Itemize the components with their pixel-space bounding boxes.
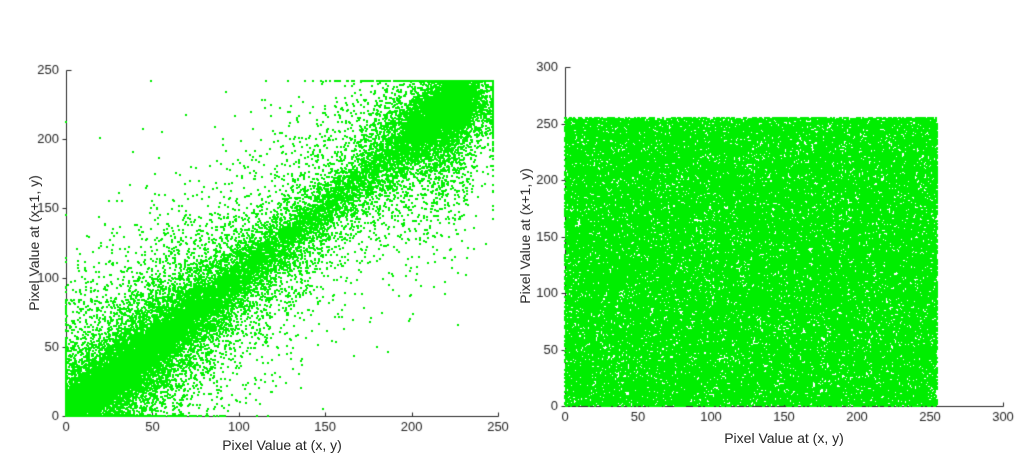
left-plot-y-axis-label: Pixel Value at (x+1, y) (26, 175, 42, 311)
right-plot-x-axis-label: Pixel Value at (x, y) (724, 430, 844, 446)
right-plot-y-axis-label: Pixel Value at (x+1, y) (517, 168, 533, 304)
left-plot-x-axis-label: Pixel Value at (x, y) (222, 437, 342, 453)
